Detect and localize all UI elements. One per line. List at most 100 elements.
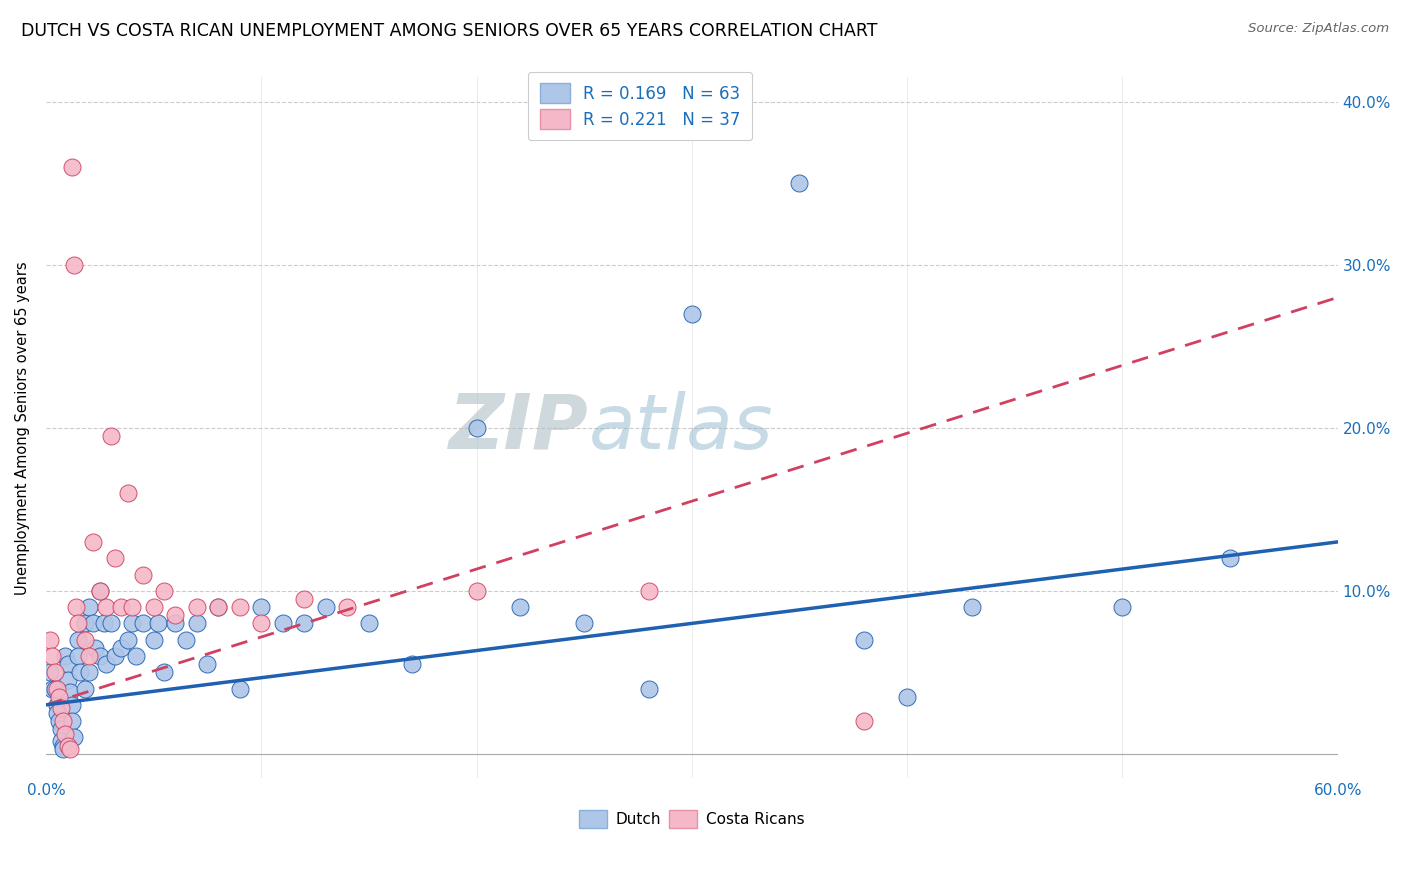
Point [93, 616, 115, 631]
Point [63, 258, 86, 272]
Point [41, 681, 63, 696]
Point [82, 535, 104, 549]
Point [45, 698, 67, 712]
Point [357, 616, 380, 631]
Point [465, 421, 488, 435]
Point [125, 648, 148, 663]
Point [56, 673, 79, 688]
Point [110, 600, 132, 615]
Point [121, 600, 143, 615]
Point [73, 632, 96, 647]
Point [77, 648, 100, 663]
Point [77, 665, 100, 680]
Point [853, 632, 876, 647]
Point [49, 723, 72, 737]
Point [59, 742, 82, 756]
Point [896, 690, 918, 704]
Point [186, 600, 208, 615]
Point [165, 608, 187, 623]
Point [186, 616, 208, 631]
Point [681, 307, 703, 321]
Point [49, 733, 72, 747]
Point [59, 685, 82, 699]
Point [637, 681, 659, 696]
Point [174, 632, 197, 647]
Point [142, 632, 165, 647]
Point [100, 429, 122, 443]
Point [117, 632, 139, 647]
Text: atlas: atlas [589, 391, 773, 465]
Point [48, 690, 70, 704]
Point [82, 616, 104, 631]
Point [39, 632, 62, 647]
Point [44, 665, 66, 680]
Point [271, 616, 294, 631]
Point [336, 600, 359, 615]
Point [53, 727, 76, 741]
Point [100, 616, 122, 631]
Point [121, 616, 143, 631]
Point [104, 648, 127, 663]
Point [67, 648, 90, 663]
Point [207, 600, 229, 615]
Point [52, 714, 75, 729]
Text: DUTCH VS COSTA RICAN UNEMPLOYMENT AMONG SENIORS OVER 65 YEARS CORRELATION CHART: DUTCH VS COSTA RICAN UNEMPLOYMENT AMONG … [21, 22, 877, 40]
Point [67, 632, 90, 647]
Point [117, 486, 139, 500]
Point [146, 616, 169, 631]
Point [60, 714, 83, 729]
Point [65, 600, 87, 615]
Point [207, 600, 229, 615]
Point [228, 681, 250, 696]
Point [60, 698, 83, 712]
Point [250, 616, 273, 631]
Point [637, 583, 659, 598]
Point [960, 600, 983, 615]
Point [509, 600, 531, 615]
Point [63, 731, 86, 745]
Point [84, 640, 107, 655]
Point [132, 567, 155, 582]
Point [49, 701, 72, 715]
Point [853, 714, 876, 729]
Point [132, 616, 155, 631]
Point [465, 583, 488, 598]
Point [1111, 600, 1133, 615]
Point [165, 616, 187, 631]
Point [96, 657, 118, 672]
Text: Source: ZipAtlas.com: Source: ZipAtlas.com [1249, 22, 1389, 36]
Point [153, 583, 176, 598]
Point [572, 616, 595, 631]
Point [53, 648, 76, 663]
Point [67, 616, 90, 631]
Point [89, 648, 111, 663]
Point [73, 616, 96, 631]
Point [52, 739, 75, 753]
Point [197, 657, 219, 672]
Point [73, 681, 96, 696]
Point [39, 665, 62, 680]
Point [45, 681, 67, 696]
Point [69, 665, 91, 680]
Point [104, 551, 127, 566]
Point [1219, 551, 1241, 566]
Point [401, 657, 423, 672]
Point [789, 177, 811, 191]
Point [41, 648, 63, 663]
Point [110, 640, 132, 655]
Point [48, 714, 70, 729]
Point [153, 665, 176, 680]
Point [45, 706, 67, 720]
Point [56, 657, 79, 672]
Point [44, 681, 66, 696]
Point [292, 616, 315, 631]
Point [77, 600, 100, 615]
Y-axis label: Unemployment Among Seniors over 65 years: Unemployment Among Seniors over 65 years [15, 261, 30, 595]
Point [56, 739, 79, 753]
Point [52, 742, 75, 756]
Point [142, 600, 165, 615]
Point [89, 583, 111, 598]
Point [60, 160, 83, 174]
Legend: Dutch, Costa Ricans: Dutch, Costa Ricans [574, 804, 810, 834]
Point [89, 583, 111, 598]
